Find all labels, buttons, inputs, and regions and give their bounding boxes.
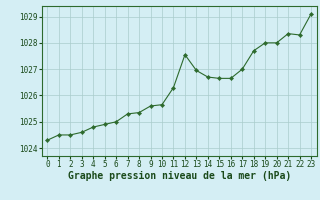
X-axis label: Graphe pression niveau de la mer (hPa): Graphe pression niveau de la mer (hPa) (68, 171, 291, 181)
